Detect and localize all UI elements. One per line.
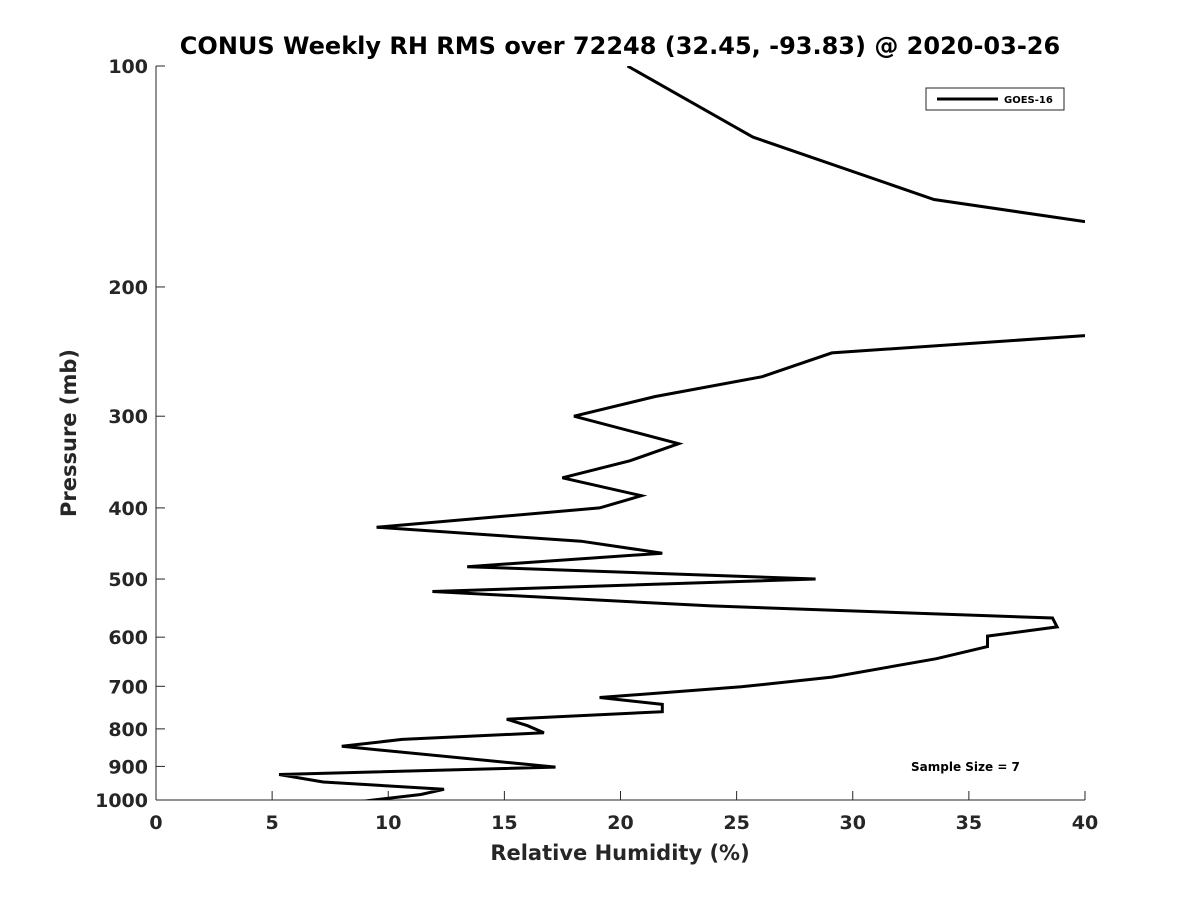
x-tick-label: 15 — [491, 812, 517, 834]
x-tick-label: 0 — [149, 812, 162, 834]
y-tick-label: 600 — [108, 627, 148, 649]
y-tick-label: 900 — [108, 756, 148, 778]
legend: GOES-16 — [925, 87, 1065, 111]
x-tick-label: 35 — [956, 812, 982, 834]
series-line-goes-16 — [278, 66, 1085, 800]
y-tick-label: 100 — [108, 56, 148, 78]
y-tick-label: 800 — [108, 719, 148, 741]
x-tick-label: 5 — [266, 812, 279, 834]
x-tick-label: 25 — [723, 812, 749, 834]
x-tick-label: 20 — [607, 812, 633, 834]
chart-title: CONUS Weekly RH RMS over 72248 (32.45, -… — [180, 32, 1060, 60]
x-tick-label: 30 — [840, 812, 866, 834]
legend-label: GOES-16 — [1004, 95, 1053, 106]
y-tick-label: 200 — [108, 277, 148, 299]
y-tick-label: 300 — [108, 406, 148, 428]
plot-area: 0 5 10 15 20 25 30 35 40 100 200 300 400 500 600 700 800… — [95, 56, 1098, 834]
y-tick-label: 400 — [108, 498, 148, 520]
x-axis-label: Relative Humidity (%) — [490, 841, 749, 865]
y-axis-label: Pressure (mb) — [57, 349, 81, 517]
y-tick-label: 700 — [108, 676, 148, 698]
y-tick-label: 1000 — [95, 790, 148, 812]
x-tick-label: 10 — [375, 812, 401, 834]
y-tick-label: 500 — [108, 569, 148, 591]
sample-size-annotation: Sample Size = 7 — [911, 760, 1020, 774]
x-tick-label: 40 — [1072, 812, 1098, 834]
